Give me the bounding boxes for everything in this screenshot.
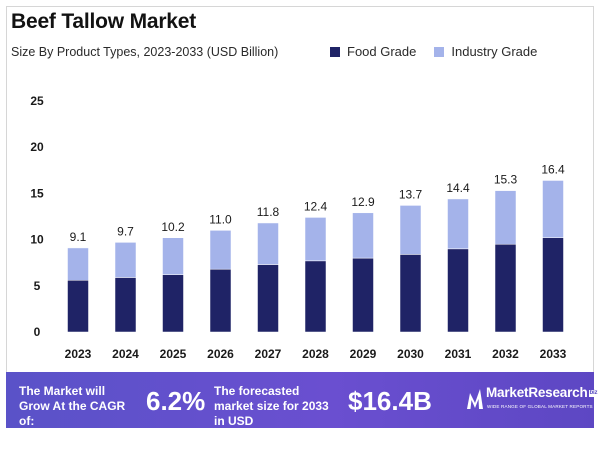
bar-industry-grade	[67, 247, 89, 281]
bar-industry-grade	[399, 205, 422, 255]
x-tick-label: 2027	[255, 347, 282, 361]
bar-total-label: 9.7	[117, 224, 134, 238]
bar-industry-grade	[304, 217, 327, 262]
brand-logo-icon	[467, 389, 483, 409]
brand-name-text: MarketResearch	[486, 385, 588, 400]
legend-label-food-grade: Food Grade	[347, 44, 417, 59]
x-tick-label: 2031	[445, 347, 472, 361]
chart-title: Beef Tallow Market	[11, 10, 197, 33]
stacked-bar-chart: 05101520259.120239.7202410.2202511.02026…	[30, 94, 567, 361]
bar-food-grade	[352, 257, 374, 333]
bar-total-label: 12.4	[304, 199, 328, 213]
y-tick-label: 0	[34, 325, 41, 339]
x-tick-label: 2028	[302, 347, 329, 361]
footer-banner: The Market will Grow At the CAGR of: 6.2…	[6, 372, 599, 428]
bar-industry-grade	[257, 222, 279, 265]
bar-total-label: 15.3	[494, 173, 518, 187]
brand-name: MarketResearch biz	[486, 385, 599, 400]
bar-industry-grade	[352, 212, 374, 259]
legend-swatch-industry-grade	[434, 46, 445, 57]
y-tick-label: 10	[30, 233, 44, 247]
bar-total-label: 9.1	[70, 230, 87, 244]
bar-food-grade	[542, 237, 564, 333]
bar-total-label: 10.2	[161, 220, 185, 234]
bar-industry-grade	[494, 190, 517, 245]
x-tick-label: 2025	[160, 347, 187, 361]
bar-total-label: 12.9	[351, 195, 375, 209]
bar-food-grade	[399, 254, 422, 333]
bar-industry-grade	[114, 242, 137, 278]
brand-badge: biz	[588, 390, 599, 397]
bar-food-grade	[257, 264, 279, 333]
cagr-label: The Market will Grow At the CAGR of:	[19, 384, 126, 428]
legend-label-industry-grade: Industry Grade	[451, 44, 538, 59]
bar-food-grade	[304, 260, 327, 333]
bar-total-label: 16.4	[541, 162, 565, 176]
legend-item-food-grade: Food Grade	[330, 44, 416, 59]
chart-legend: Food Grade Industry Grade	[330, 44, 537, 59]
y-tick-label: 25	[30, 94, 44, 108]
cagr-value: 6.2%	[146, 386, 206, 416]
x-tick-label: 2030	[397, 347, 424, 361]
x-tick-label: 2029	[350, 347, 377, 361]
bar-total-label: 13.7	[399, 187, 423, 201]
bar-food-grade	[447, 248, 469, 333]
bar-food-grade	[209, 268, 232, 333]
forecast-size-value: $16.4B	[348, 386, 432, 416]
y-tick-label: 20	[30, 140, 44, 154]
bar-industry-grade	[542, 180, 564, 239]
brand-logo: MarketResearch biz WIDE RANGE OF GLOBAL M…	[466, 383, 599, 417]
y-tick-label: 15	[30, 186, 44, 200]
bar-industry-grade	[162, 237, 184, 275]
bar-total-label: 11.0	[209, 212, 232, 226]
bar-food-grade	[162, 274, 184, 333]
bar-industry-grade	[209, 230, 232, 270]
brand-tagline: WIDE RANGE OF GLOBAL MARKET REPORTS	[487, 404, 593, 409]
x-tick-label: 2026	[207, 347, 234, 361]
bar-total-label: 14.4	[446, 181, 470, 195]
x-tick-label: 2033	[540, 347, 567, 361]
bar-total-label: 11.8	[257, 205, 280, 219]
forecast-size-label: The forecasted market size for 2033 in U…	[214, 384, 329, 428]
bar-food-grade	[67, 280, 89, 333]
bar-food-grade	[114, 277, 137, 333]
chart-subtitle: Size By Product Types, 2023-2033 (USD Bi…	[11, 45, 279, 59]
x-tick-label: 2032	[492, 347, 519, 361]
bar-food-grade	[494, 243, 517, 333]
legend-swatch-food-grade	[330, 46, 340, 57]
x-tick-label: 2024	[112, 347, 139, 361]
bar-industry-grade	[447, 198, 469, 250]
x-tick-label: 2023	[65, 347, 92, 361]
y-tick-label: 5	[34, 279, 41, 293]
legend-item-industry-grade: Industry Grade	[434, 44, 537, 59]
